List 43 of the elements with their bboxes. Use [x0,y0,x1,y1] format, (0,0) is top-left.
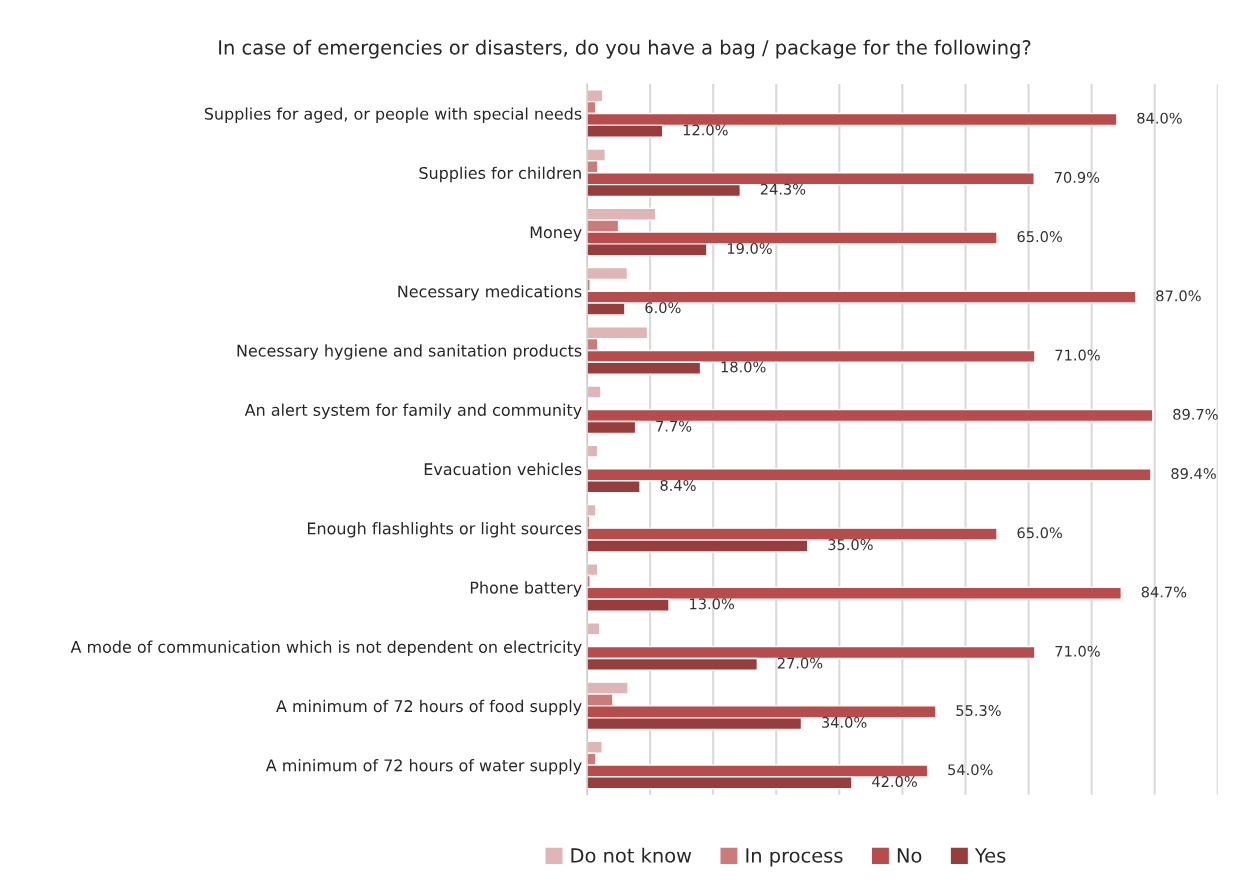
data-label: 84.0% [1137,112,1182,124]
y-tick-label: Necessary hygiene and sanitation products [237,344,582,360]
data-label: 13.0% [690,598,734,610]
data-label: 6.0% [645,302,681,314]
y-tick-label: Necessary medications [398,285,582,301]
data-label: 12.0% [683,124,728,136]
y-tick-label: Supplies for aged, or people with special needs [204,107,582,123]
data-label: 35.0% [828,539,873,551]
y-tick-label: Supplies for children [419,166,581,183]
chart-title: In case of emergencies or disasters, do you have a bag / package for the following? [219,39,1031,59]
data-label: 87.0% [1156,290,1201,302]
data-label: 65.0% [1017,527,1062,539]
data-label: 27.0% [777,657,823,669]
y-tick-label: Phone battery [470,581,582,597]
data-label: 34.0% [822,716,867,728]
data-label: 54.0% [948,764,993,776]
y-tick-label: A minimum of 72 hours of water supply [265,759,582,775]
y-tick-label: Enough flashlights or light sources [307,522,582,538]
data-label: 70.9% [1054,171,1100,183]
legend-label: Yes [974,848,1006,863]
data-label: 65.0% [1017,231,1062,243]
data-label: 19.0% [727,242,772,254]
data-label: 71.0% [1055,349,1100,361]
bar [587,385,602,399]
data-label: 42.0% [872,776,917,788]
data-label: 7.7% [656,420,692,432]
y-tick-label: Money [530,226,582,242]
y-tick-label: Evacuation vehicles [424,462,582,476]
y-tick-label: An alert system for family and community [244,403,582,420]
y-tick-label: A minimum of 72 hours of food supply [276,699,582,716]
legend-label: Do not know [571,847,692,863]
legend-label: In process [746,848,843,867]
data-label: 84.7% [1141,586,1187,598]
y-tick-label: A mode of communication which is not dependent on electricity [70,640,582,656]
data-label: 89.4% [1171,468,1216,480]
data-label: 71.0% [1055,645,1100,657]
data-label: 55.3% [956,704,1001,716]
data-label: 89.7% [1173,408,1218,420]
legend-label: No [897,848,922,863]
data-label: 18.0% [721,361,766,373]
data-label: 8.4% [660,479,696,491]
data-label: 24.3% [760,183,806,195]
bar [587,622,601,636]
